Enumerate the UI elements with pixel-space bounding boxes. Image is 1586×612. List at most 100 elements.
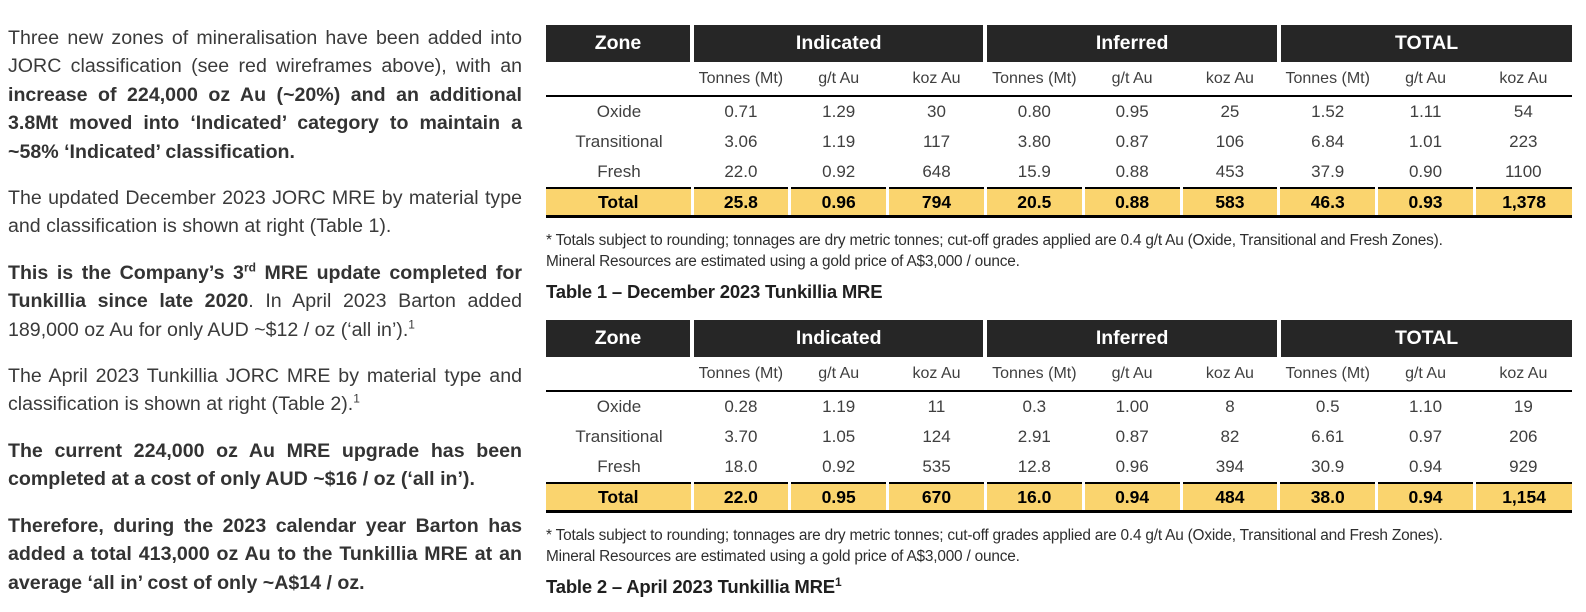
- cell-value: 54: [1513, 102, 1533, 121]
- table-row-transitional: Transitional 3.06 1.19 117 3.80 0.87 106…: [546, 127, 1572, 157]
- paragraph-3-ordinal-superscript: rd: [243, 260, 256, 275]
- col-header-koz: koz Au: [1181, 357, 1279, 392]
- col-header-koz: koz Au: [887, 357, 986, 392]
- col-header-tonnes: Tonnes (Mt): [985, 62, 1084, 97]
- cell-value: 38.0: [1277, 482, 1377, 513]
- table2-footnote: * Totals subject to rounding; tonnages a…: [546, 525, 1572, 567]
- col-header-grade: g/t Au: [1376, 62, 1475, 97]
- caption-footnote-marker: 1: [834, 574, 842, 589]
- col-header-koz: koz Au: [887, 62, 986, 97]
- cell-value: 535: [922, 457, 951, 476]
- table-row-fresh: Fresh 18.0 0.92 535 12.8 0.96 394 30.9 0…: [546, 452, 1572, 483]
- col-header-grade: g/t Au: [1083, 357, 1182, 392]
- left-text-column: Three new zones of mineralisation have b…: [8, 24, 522, 597]
- table2-group-header-row: Zone Indicated Inferred TOTAL: [546, 320, 1573, 357]
- cell-value: 46.3: [1277, 187, 1377, 218]
- cell-value: 648: [922, 162, 951, 181]
- cell-value: 484: [1179, 482, 1279, 513]
- cell-value: 1,154: [1472, 482, 1573, 513]
- col-header-tonnes: Tonnes (Mt): [1278, 357, 1377, 392]
- cell-value: 106: [1215, 132, 1245, 151]
- cell-value: 794: [886, 187, 986, 218]
- cell-value: 1.00: [1115, 397, 1149, 416]
- cell-value: 22.0: [724, 162, 758, 181]
- zone-column-spacer: [546, 62, 692, 97]
- paragraph-6-bold-text: Therefore, during the 2023 calendar year…: [8, 514, 522, 594]
- paragraph-1-bold-text: increase of 224,000 oz Au (~20%) and an …: [8, 83, 522, 163]
- paragraph-3-footnote-marker: 1: [408, 317, 415, 332]
- cell-value: 0.87: [1115, 427, 1149, 446]
- col-header-koz: koz Au: [1474, 357, 1573, 392]
- col-header-tonnes: Tonnes (Mt): [985, 357, 1084, 392]
- table-row-total: Total 22.0 0.95 670 16.0 0.94 484 38.0 0…: [546, 482, 1573, 513]
- table-row-oxide: Oxide 0.28 1.19 11 0.3 1.00 8 0.5 1.10 1…: [546, 391, 1572, 422]
- cell-value: 1.05: [822, 427, 856, 446]
- paragraph-4-text: The April 2023 Tunkillia JORC MRE by mat…: [8, 365, 522, 416]
- col-header-tonnes: Tonnes (Mt): [1278, 62, 1377, 97]
- cell-value: 0.97: [1408, 427, 1443, 446]
- cell-value: 6.84: [1311, 132, 1345, 151]
- cell-value: 0.3: [1022, 397, 1047, 416]
- cell-value: 2.91: [1017, 427, 1051, 446]
- cell-value: 20.5: [983, 187, 1084, 218]
- total-header: TOTAL: [1276, 320, 1573, 357]
- table1-footnote: * Totals subject to rounding; tonnages a…: [546, 230, 1572, 272]
- cell-value: 1.19: [822, 397, 856, 416]
- paragraph-3-bold-text-2: MRE update completed for Tunkillia since…: [8, 261, 522, 313]
- paragraph-1-text: Three new zones of mineralisation have b…: [8, 27, 522, 78]
- col-header-grade: g/t Au: [1376, 357, 1475, 392]
- col-header-grade: g/t Au: [1083, 62, 1182, 97]
- cell-value: 670: [886, 482, 986, 513]
- cell-value: 206: [1509, 427, 1538, 446]
- table-row-fresh: Fresh 22.0 0.92 648 15.9 0.88 453 37.9 0…: [546, 157, 1572, 188]
- table2-caption: Table 2 – April 2023 Tunkillia MRE1: [546, 576, 1572, 598]
- cell-zone: Fresh: [597, 457, 641, 476]
- cell-value: 1.10: [1408, 397, 1443, 416]
- footnote-line: * Totals subject to rounding; tonnages a…: [546, 527, 1443, 544]
- cell-zone: Total: [546, 187, 692, 218]
- mre-table-1: Zone Indicated Inferred TOTAL Tonnes (Mt…: [546, 25, 1573, 218]
- cell-value: 117: [922, 132, 951, 151]
- cell-value: 82: [1220, 427, 1240, 446]
- cell-zone: Oxide: [596, 102, 642, 121]
- table2-column-header-row: Tonnes (Mt) g/t Au koz Au Tonnes (Mt) g/…: [546, 357, 1573, 392]
- cell-value: 16.0: [983, 482, 1084, 513]
- cell-value: 0.88: [1115, 162, 1149, 181]
- cell-value: 394: [1215, 457, 1245, 476]
- table1-caption: Table 1 – December 2023 Tunkillia MRE: [546, 281, 1572, 303]
- cell-value: 0.80: [1017, 102, 1051, 121]
- cell-value: 1100: [1505, 162, 1542, 181]
- col-header-koz: koz Au: [1474, 62, 1573, 97]
- paragraph-2: The updated December 2023 JORC MRE by ma…: [8, 184, 522, 241]
- cell-value: 15.9: [1017, 162, 1051, 181]
- cell-value: 929: [1509, 457, 1538, 476]
- mre-table-2: Zone Indicated Inferred TOTAL Tonnes (Mt…: [546, 320, 1573, 513]
- cell-value: 11: [927, 397, 946, 416]
- paragraph-6: Therefore, during the 2023 calendar year…: [8, 512, 522, 597]
- cell-value: 0.93: [1375, 187, 1475, 218]
- cell-zone: Transitional: [575, 427, 663, 446]
- cell-value: 0.28: [724, 397, 758, 416]
- indicated-header: Indicated: [689, 25, 986, 62]
- cell-value: 0.96: [1115, 457, 1149, 476]
- cell-value: 0.87: [1115, 132, 1149, 151]
- cell-value: 1,378: [1472, 187, 1573, 218]
- table1-column-header-row: Tonnes (Mt) g/t Au koz Au Tonnes (Mt) g/…: [546, 62, 1573, 97]
- cell-value: 0.94: [1408, 457, 1443, 476]
- cell-value: 30: [927, 102, 946, 121]
- footnote-line: * Totals subject to rounding; tonnages a…: [546, 232, 1443, 249]
- paragraph-2-text: The updated December 2023 JORC MRE by ma…: [8, 187, 522, 238]
- cell-value: 19: [1513, 397, 1533, 416]
- paragraph-1: Three new zones of mineralisation have b…: [8, 24, 522, 166]
- paragraph-5-bold-text: The current 224,000 oz Au MRE upgrade ha…: [8, 439, 522, 491]
- cell-value: 1.52: [1311, 102, 1345, 121]
- cell-value: 12.8: [1017, 457, 1051, 476]
- col-header-koz: koz Au: [1181, 62, 1279, 97]
- cell-value: 3.70: [724, 427, 758, 446]
- caption-text: Table 1 – December 2023 Tunkillia MRE: [546, 281, 883, 302]
- cell-value: 25: [1220, 102, 1240, 121]
- indicated-header: Indicated: [689, 320, 986, 357]
- table-row-oxide: Oxide 0.71 1.29 30 0.80 0.95 25 1.52 1.1…: [546, 96, 1572, 127]
- cell-value: 30.9: [1311, 457, 1345, 476]
- cell-value: 0.5: [1315, 397, 1340, 416]
